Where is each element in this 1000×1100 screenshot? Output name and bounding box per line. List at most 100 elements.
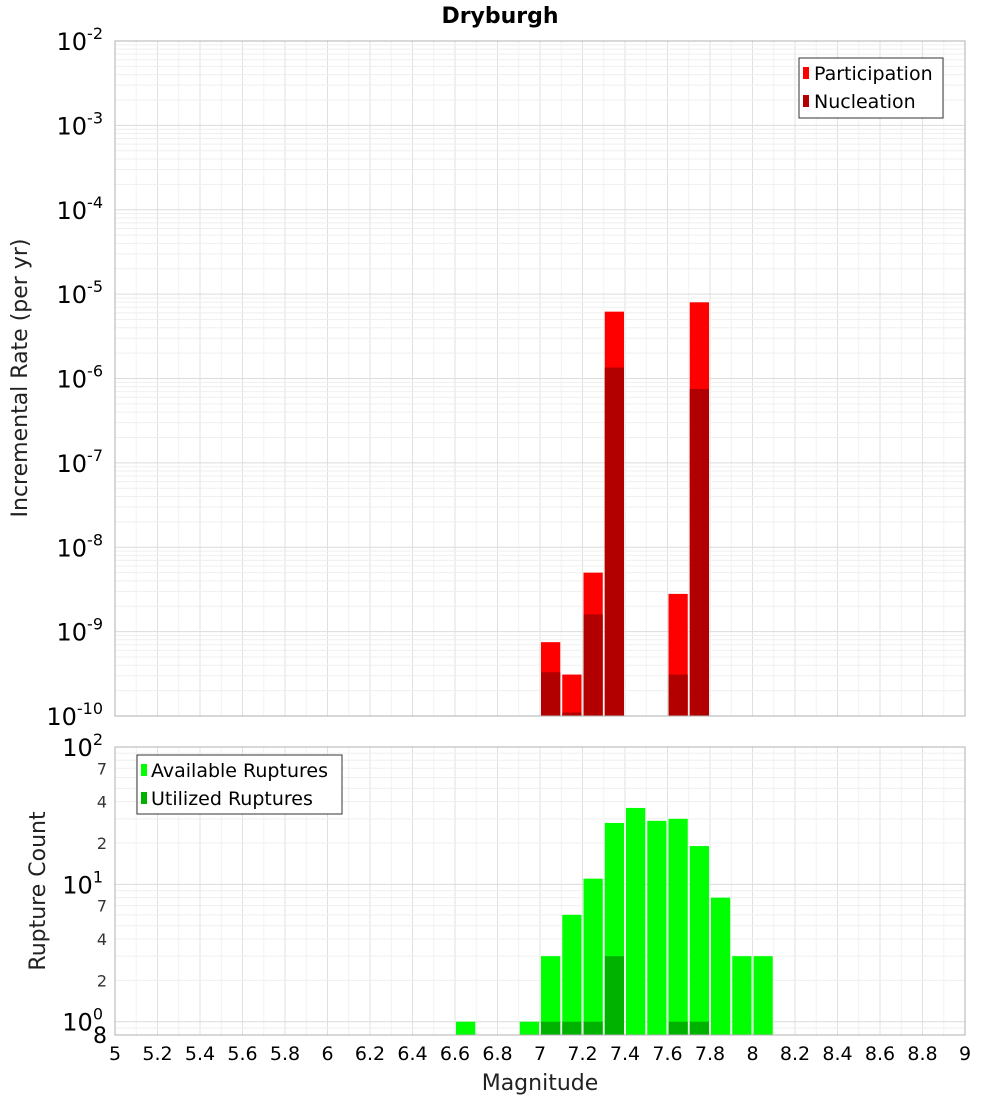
top-y-tick-exponent: -7: [87, 446, 103, 465]
top-y-tick-base: 10: [57, 366, 88, 394]
top-y-tick-exponent: -9: [87, 615, 103, 634]
legend-label-utilized-ruptures: Utilized Ruptures: [151, 788, 313, 810]
utilized-ruptures-bar: [562, 1021, 582, 1035]
legend-swatch-available-ruptures: [141, 764, 147, 776]
available-ruptures-bar: [562, 914, 582, 1035]
available-ruptures-bar: [583, 878, 603, 1035]
top-y-tick-label: 10-4: [57, 193, 104, 225]
top-y-tick-label: 10-9: [57, 615, 104, 647]
top-legend: Participation Nucleation: [798, 57, 944, 119]
x-tick-label: 5.6: [227, 1043, 257, 1065]
top-y-tick-label: 10-5: [57, 277, 104, 309]
utilized-ruptures-bar: [541, 1021, 561, 1035]
x-axis-label: Magnitude: [482, 1071, 599, 1096]
bottom-y-tick-base: 10: [62, 871, 93, 899]
utilized-ruptures-bar: [604, 956, 624, 1035]
bottom-legend-box: [136, 754, 343, 815]
nucleation-bar: [583, 614, 603, 716]
top-y-tick-base: 10: [46, 703, 77, 731]
bottom-y-minor-tick-label: 2: [97, 971, 107, 990]
available-ruptures-bar: [519, 1021, 539, 1035]
x-tick-label: 8: [746, 1043, 758, 1065]
utilized-ruptures-bar: [689, 1021, 709, 1035]
top-y-tick-label: 10-10: [46, 699, 103, 731]
bottom-y-minor-tick-label: 4: [97, 793, 107, 812]
top-y-tick-base: 10: [57, 197, 88, 225]
bottom-y-minor-tick-label: 7: [97, 759, 107, 778]
bottom-y-tick-label: 102: [62, 730, 103, 762]
top-y-tick-base: 10: [57, 450, 88, 478]
nucleation-bar: [689, 389, 709, 716]
bottom-y-tick-label: 100: [62, 1005, 103, 1037]
top-y-tick-label: 10-7: [57, 446, 104, 478]
top-plot-border: [114, 40, 966, 717]
x-tick-label: 8.6: [865, 1043, 895, 1065]
x-tick-label: 6.6: [440, 1043, 470, 1065]
top-y-tick-exponent: -8: [87, 530, 103, 549]
available-ruptures-bar: [626, 807, 646, 1035]
legend-swatch-nucleation: [803, 95, 809, 107]
participation-bar: [562, 674, 582, 716]
bottom-y-tick-exponent: 0: [93, 1005, 103, 1024]
bottom-y-tick-label: 101: [62, 867, 103, 899]
x-tick-label: 8.8: [907, 1043, 937, 1065]
legend-label-available-ruptures: Available Ruptures: [151, 760, 328, 782]
x-tick-label: 6.4: [397, 1043, 427, 1065]
x-tick-label: 6: [321, 1043, 333, 1065]
x-tick-label: 5.4: [185, 1043, 215, 1065]
x-tick-label: 7.2: [567, 1043, 597, 1065]
available-ruptures-bar: [647, 820, 667, 1035]
nucleation-bar: [668, 674, 688, 716]
bottom-y-minor-tick-label: 8: [93, 1024, 107, 1049]
bottom-y-minor-tick-label: 4: [97, 930, 107, 949]
available-ruptures-bar: [668, 818, 688, 1035]
bottom-plot-border: [114, 746, 966, 1036]
top-y-tick-label: 10-3: [57, 108, 104, 140]
nucleation-bar: [604, 367, 624, 716]
top-y-tick-label: 10-6: [57, 362, 104, 394]
top-y-tick-base: 10: [57, 619, 88, 647]
x-tick-label: 5.8: [270, 1043, 300, 1065]
available-ruptures-bar: [711, 897, 731, 1035]
x-tick-label: 6.8: [482, 1043, 512, 1065]
available-ruptures-bar: [541, 956, 561, 1035]
available-ruptures-bar: [753, 956, 773, 1035]
x-tick-label: 8.2: [780, 1043, 810, 1065]
top-y-tick-base: 10: [57, 281, 88, 309]
top-y-tick-base: 10: [57, 28, 88, 56]
available-ruptures-bar: [456, 1021, 476, 1035]
top-y-tick-label: 10-8: [57, 530, 104, 562]
bottom-y-tick-exponent: 2: [93, 730, 103, 749]
bottom-y-tick-exponent: 1: [93, 867, 103, 886]
bottom-y-minor-tick-label: 2: [97, 834, 107, 853]
x-tick-label: 7.8: [695, 1043, 725, 1065]
top-y-tick-base: 10: [57, 112, 88, 140]
bottom-y-axis-label: Rupture Count: [26, 811, 51, 971]
top-y-tick-exponent: -10: [77, 699, 103, 718]
legend-label-nucleation: Nucleation: [814, 91, 916, 113]
top-y-tick-exponent: -3: [87, 108, 103, 127]
top-y-tick-exponent: -4: [87, 193, 103, 212]
top-y-tick-exponent: -2: [87, 24, 103, 43]
bottom-legend: Available Ruptures Utilized Ruptures: [136, 754, 343, 815]
available-ruptures-bar: [689, 846, 709, 1035]
x-tick-label: 9: [959, 1043, 971, 1065]
bottom-y-tick-base: 10: [62, 734, 93, 762]
x-tick-label: 6.2: [355, 1043, 385, 1065]
top-legend-box: [798, 57, 944, 119]
nucleation-bar: [562, 712, 582, 716]
top-y-tick-base: 10: [57, 534, 88, 562]
utilized-ruptures-bar: [583, 1021, 603, 1035]
x-tick-label: 7.6: [652, 1043, 682, 1065]
available-ruptures-bar: [732, 956, 752, 1035]
legend-swatch-utilized-ruptures: [141, 792, 147, 804]
chart-title: Dryburgh: [441, 4, 558, 29]
x-tick-label: 5.2: [142, 1043, 172, 1065]
x-tick-label: 7: [534, 1043, 546, 1065]
bottom-y-tick-base: 10: [62, 1009, 93, 1037]
top-panel: 10-1010-910-810-710-610-510-410-310-2Par…: [46, 24, 966, 731]
top-y-tick-exponent: -5: [87, 277, 103, 296]
